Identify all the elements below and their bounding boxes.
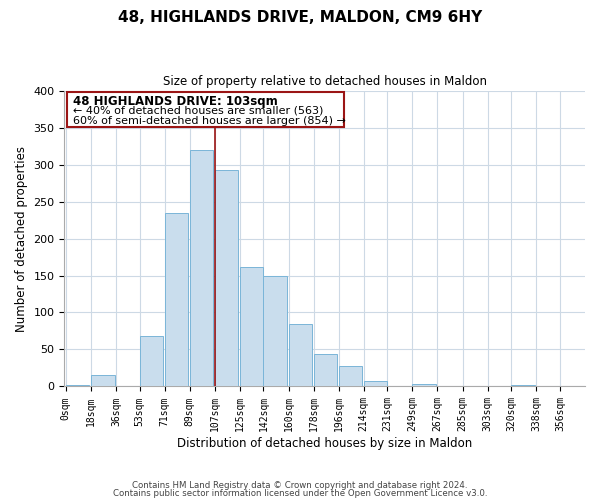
Bar: [190, 150, 214, 386]
Y-axis label: Number of detached properties: Number of detached properties: [15, 146, 28, 332]
Text: 48 HIGHLANDS DRIVE: 103sqm: 48 HIGHLANDS DRIVE: 103sqm: [73, 95, 278, 108]
Bar: [140, 336, 163, 386]
Text: 48, HIGHLANDS DRIVE, MALDON, CM9 6HY: 48, HIGHLANDS DRIVE, MALDON, CM9 6HY: [118, 10, 482, 25]
Bar: [289, 324, 312, 386]
Bar: [511, 385, 535, 386]
Bar: [263, 276, 287, 386]
FancyBboxPatch shape: [67, 92, 344, 127]
Bar: [412, 384, 436, 386]
Bar: [240, 266, 263, 386]
Text: Contains public sector information licensed under the Open Government Licence v3: Contains public sector information licen…: [113, 488, 487, 498]
Bar: [66, 385, 89, 386]
Bar: [164, 212, 188, 386]
Bar: [364, 382, 388, 386]
Bar: [338, 366, 362, 386]
Text: 60% of semi-detached houses are larger (854) →: 60% of semi-detached houses are larger (…: [73, 116, 346, 126]
Title: Size of property relative to detached houses in Maldon: Size of property relative to detached ho…: [163, 75, 487, 88]
X-axis label: Distribution of detached houses by size in Maldon: Distribution of detached houses by size …: [177, 437, 472, 450]
Bar: [91, 376, 115, 386]
Text: Contains HM Land Registry data © Crown copyright and database right 2024.: Contains HM Land Registry data © Crown c…: [132, 481, 468, 490]
Bar: [314, 354, 337, 386]
Bar: [215, 170, 238, 386]
Text: ← 40% of detached houses are smaller (563): ← 40% of detached houses are smaller (56…: [73, 106, 323, 116]
